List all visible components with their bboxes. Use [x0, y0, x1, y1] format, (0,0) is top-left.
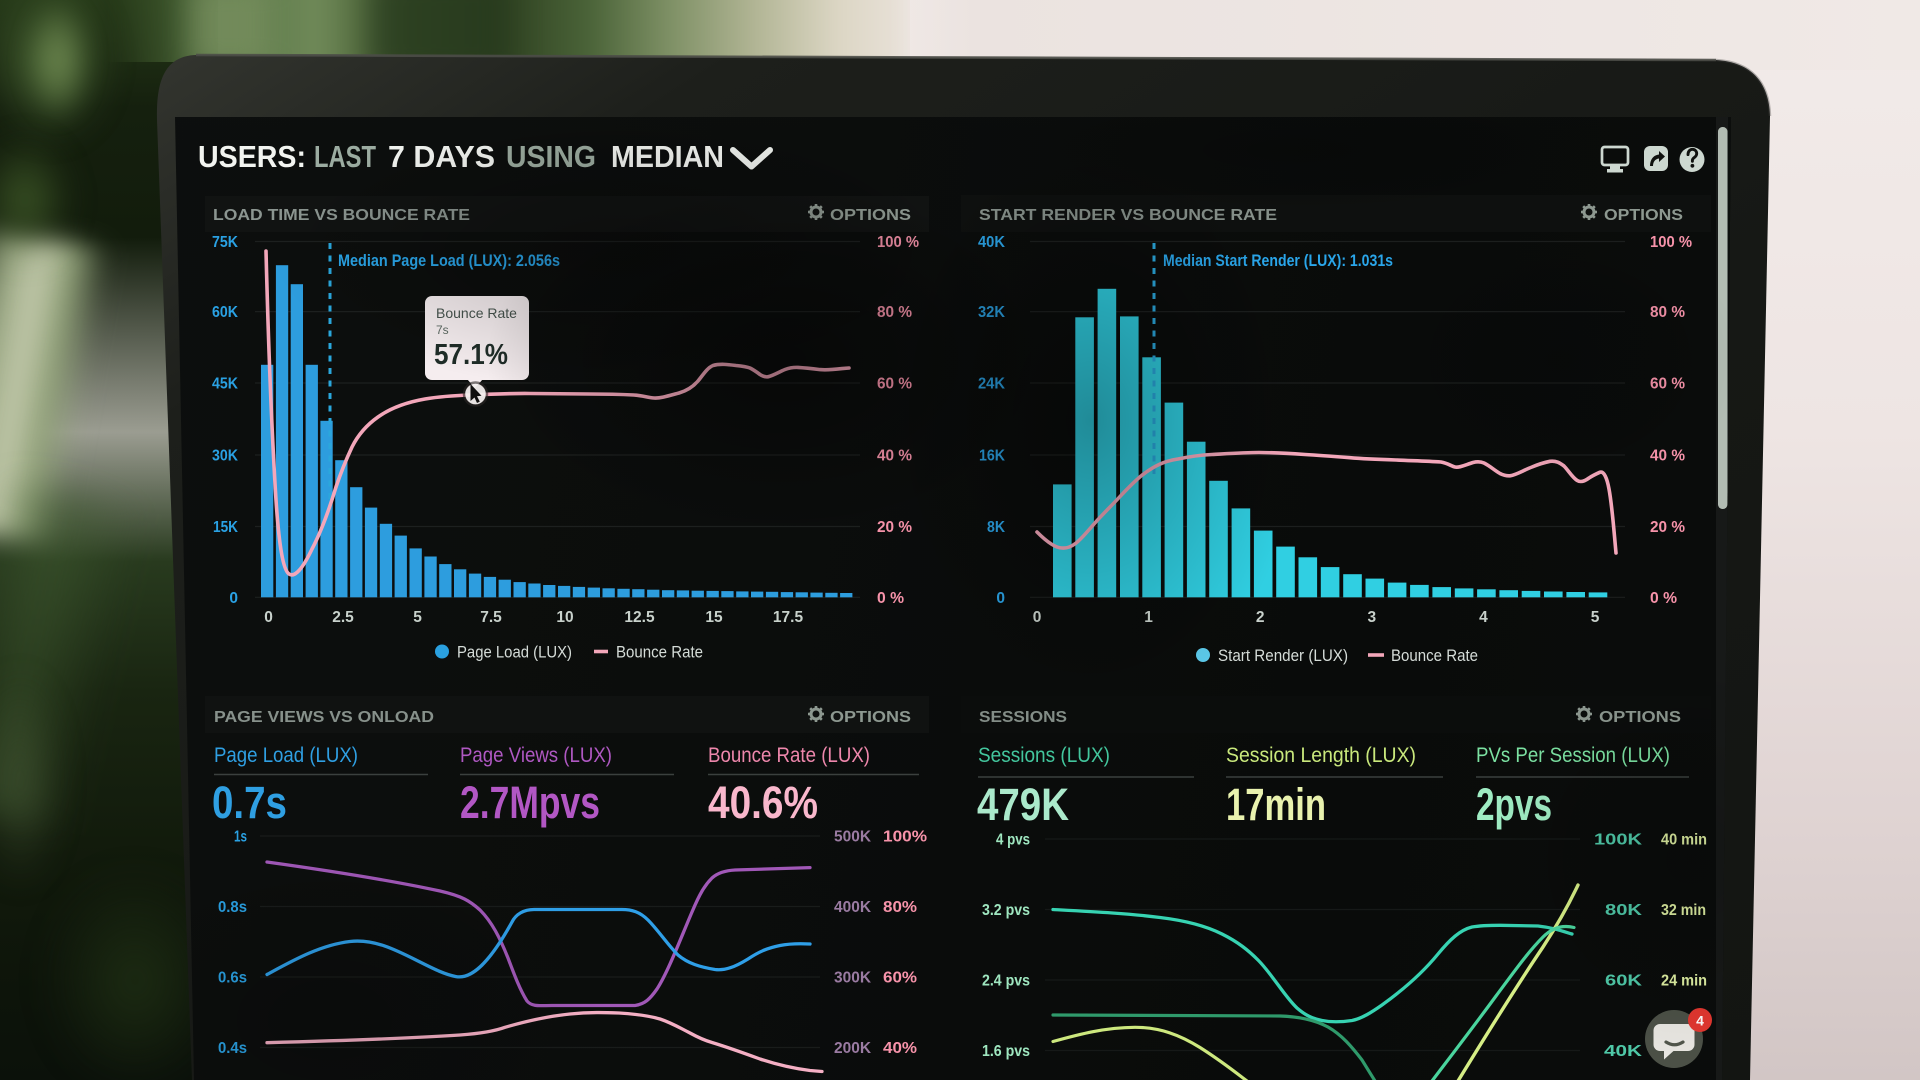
svg-text:40K: 40K [978, 234, 1006, 251]
svg-text:2.4 pvs: 2.4 pvs [982, 973, 1030, 990]
svg-text:2.5: 2.5 [332, 609, 354, 626]
svg-text:30K: 30K [212, 448, 239, 465]
svg-text:40 %: 40 % [877, 448, 912, 465]
svg-text:PVs Per Session (LUX): PVs Per Session (LUX) [1476, 744, 1670, 767]
svg-text:32K: 32K [978, 304, 1006, 321]
svg-text:7 DAYS: 7 DAYS [388, 139, 495, 174]
svg-text:45K: 45K [212, 376, 239, 393]
svg-text:0.8s: 0.8s [218, 899, 247, 916]
svg-text:80%: 80% [883, 899, 917, 916]
svg-text:1s: 1s [234, 829, 247, 846]
svg-text:7s: 7s [436, 323, 449, 337]
svg-text:15: 15 [705, 609, 723, 626]
svg-text:40K: 40K [1604, 1043, 1643, 1060]
svg-text:0: 0 [996, 590, 1005, 607]
svg-text:24 min: 24 min [1661, 973, 1707, 990]
svg-text:57.1%: 57.1% [434, 339, 508, 371]
svg-text:17min: 17min [1226, 779, 1326, 830]
svg-text:400K: 400K [834, 899, 872, 916]
svg-text:2.7Mpvs: 2.7Mpvs [460, 777, 600, 828]
svg-text:0.4s: 0.4s [218, 1040, 247, 1057]
svg-text:PAGE VIEWS VS ONLOAD: PAGE VIEWS VS ONLOAD [214, 709, 434, 726]
svg-text:16K: 16K [979, 448, 1006, 465]
svg-text:0 %: 0 % [877, 590, 904, 607]
svg-text:24K: 24K [978, 376, 1006, 393]
svg-text:0: 0 [264, 609, 273, 626]
svg-text:300K: 300K [834, 970, 872, 987]
svg-text:Sessions (LUX): Sessions (LUX) [978, 744, 1110, 767]
svg-text:0 %: 0 % [1650, 590, 1677, 607]
svg-text:60K: 60K [212, 304, 239, 321]
svg-text:1: 1 [1144, 609, 1153, 626]
svg-text:100 %: 100 % [1650, 234, 1692, 251]
svg-text:0: 0 [229, 590, 238, 607]
svg-text:100%: 100% [883, 829, 927, 846]
svg-text:Bounce Rate: Bounce Rate [1391, 647, 1478, 665]
svg-text:75K: 75K [212, 234, 239, 251]
svg-text:OPTIONS: OPTIONS [1599, 709, 1681, 726]
svg-text:40 %: 40 % [1650, 448, 1685, 465]
svg-text:60%: 60% [883, 970, 917, 987]
svg-text:2pvs: 2pvs [1476, 779, 1552, 830]
svg-text:40.6%: 40.6% [708, 777, 818, 828]
svg-text:200K: 200K [834, 1040, 872, 1057]
svg-text:80K: 80K [1605, 902, 1643, 919]
svg-text:5: 5 [413, 609, 422, 626]
svg-text:1.6 pvs: 1.6 pvs [982, 1043, 1030, 1060]
svg-text:0: 0 [1033, 609, 1042, 626]
svg-text:OPTIONS: OPTIONS [830, 709, 911, 726]
svg-text:Session Length (LUX): Session Length (LUX) [1226, 744, 1416, 767]
svg-text:20 %: 20 % [1650, 519, 1685, 536]
svg-text:60 %: 60 % [1650, 376, 1685, 393]
svg-text:60 %: 60 % [877, 376, 912, 393]
svg-text:4: 4 [1479, 609, 1488, 626]
svg-text:40 min: 40 min [1661, 832, 1707, 849]
svg-text:MEDIAN: MEDIAN [611, 139, 724, 174]
svg-text:32 min: 32 min [1661, 902, 1706, 919]
svg-text:Page Load (LUX): Page Load (LUX) [214, 744, 358, 767]
svg-text:START RENDER VS BOUNCE RATE: START RENDER VS BOUNCE RATE [979, 207, 1277, 224]
svg-text:LOAD TIME VS BOUNCE RATE: LOAD TIME VS BOUNCE RATE [213, 207, 470, 224]
svg-text:5: 5 [1591, 609, 1600, 626]
svg-text:80 %: 80 % [877, 304, 912, 321]
svg-text:Bounce Rate (LUX): Bounce Rate (LUX) [708, 744, 870, 767]
svg-text:15K: 15K [213, 519, 239, 536]
svg-text:7.5: 7.5 [480, 609, 502, 626]
svg-text:500K: 500K [834, 829, 872, 846]
svg-text:USING: USING [506, 139, 596, 174]
svg-text:0.6s: 0.6s [218, 970, 247, 987]
svg-text:60K: 60K [1605, 973, 1643, 990]
svg-text:8K: 8K [987, 519, 1006, 536]
svg-text:OPTIONS: OPTIONS [830, 207, 911, 224]
svg-text:4: 4 [1696, 1013, 1704, 1029]
svg-text:Start Render (LUX): Start Render (LUX) [1218, 647, 1348, 665]
svg-text:Page Load (LUX): Page Load (LUX) [457, 644, 572, 662]
svg-text:OPTIONS: OPTIONS [1604, 207, 1683, 224]
svg-text:100K: 100K [1594, 832, 1643, 849]
svg-text:Bounce Rate: Bounce Rate [436, 305, 517, 321]
svg-text:20 %: 20 % [877, 519, 912, 536]
svg-text:0.7s: 0.7s [212, 777, 287, 828]
svg-text:80 %: 80 % [1650, 304, 1685, 321]
svg-text:10: 10 [556, 609, 573, 626]
svg-text:LAST: LAST [314, 139, 376, 174]
svg-text:Bounce Rate: Bounce Rate [616, 644, 703, 662]
svg-text:479K: 479K [977, 779, 1069, 830]
svg-text:Page Views (LUX): Page Views (LUX) [460, 744, 612, 767]
svg-text:4 pvs: 4 pvs [996, 832, 1030, 849]
svg-text:2: 2 [1256, 609, 1265, 626]
svg-text:17.5: 17.5 [773, 609, 804, 626]
svg-text:3.2 pvs: 3.2 pvs [982, 902, 1030, 919]
svg-text:3: 3 [1367, 609, 1376, 626]
svg-text:40%: 40% [883, 1040, 917, 1057]
svg-text:Median Page Load (LUX): 2.056s: Median Page Load (LUX): 2.056s [338, 252, 560, 270]
svg-text:SESSIONS: SESSIONS [979, 709, 1067, 726]
svg-text:100 %: 100 % [877, 234, 919, 251]
svg-text:Median Start Render (LUX): 1.0: Median Start Render (LUX): 1.031s [1163, 252, 1393, 270]
svg-text:12.5: 12.5 [624, 609, 655, 626]
svg-text:USERS:: USERS: [198, 139, 306, 174]
